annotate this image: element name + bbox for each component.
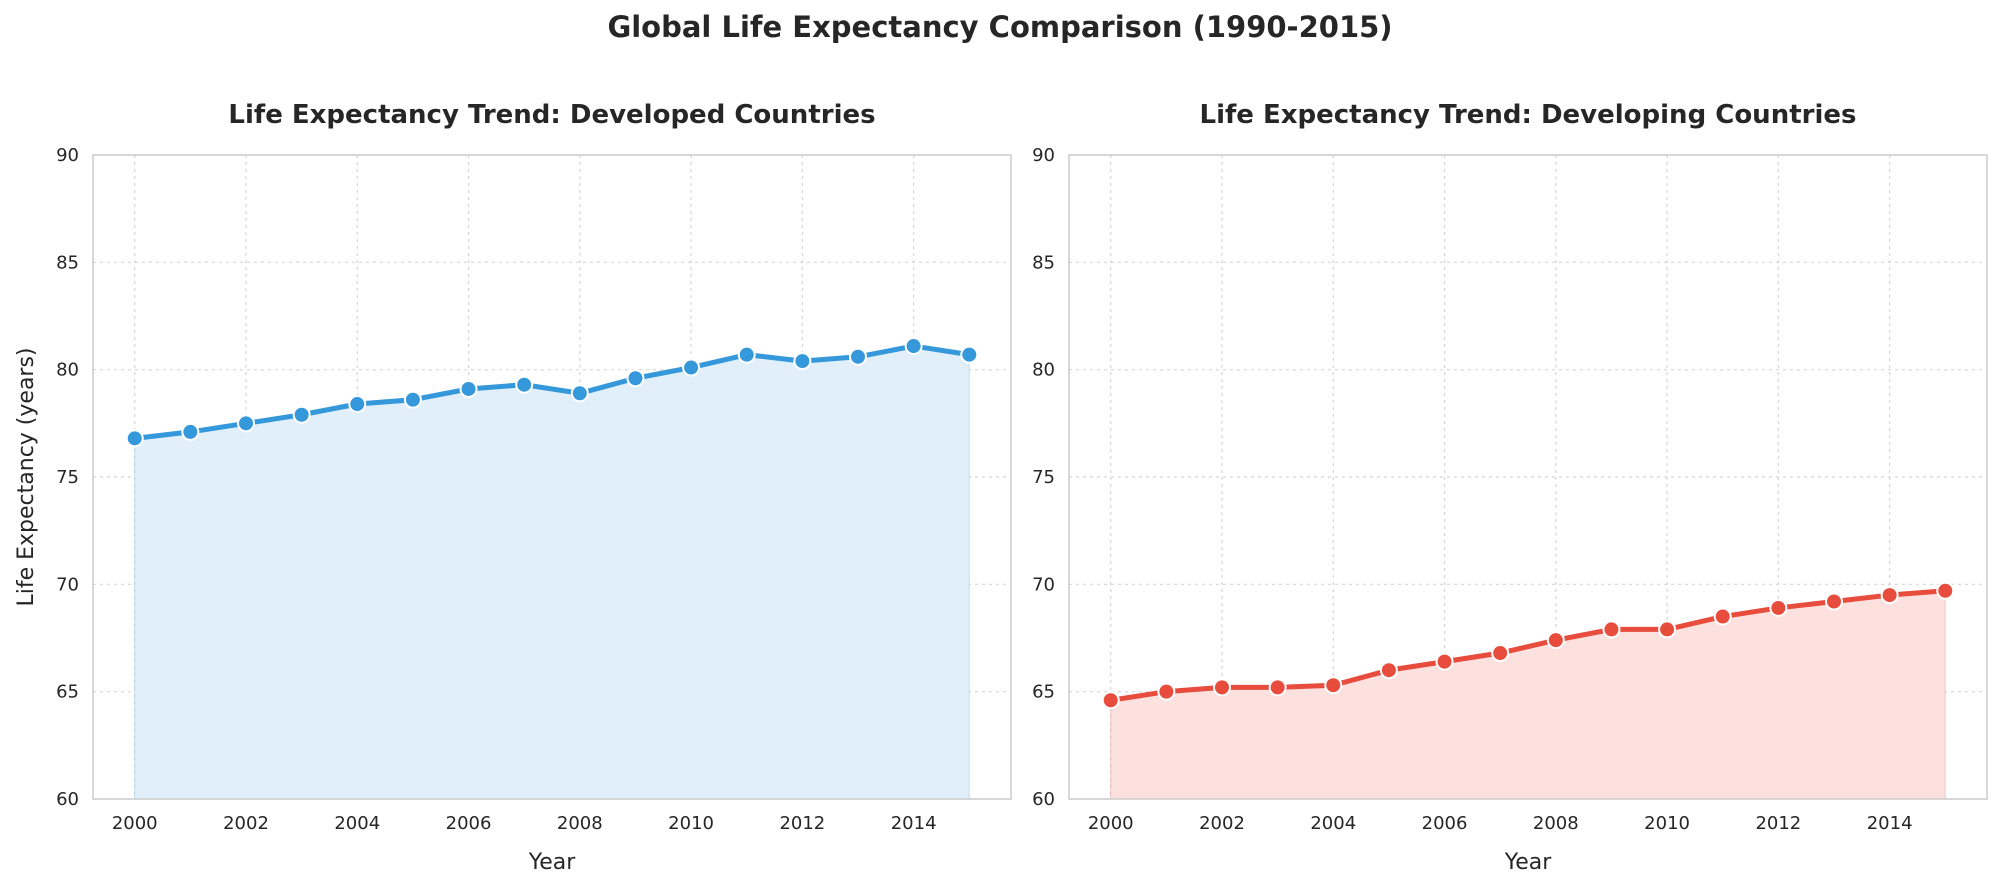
developed-x-tick-label-2000: 2000	[112, 813, 158, 834]
developed-data-point-2002	[237, 414, 255, 433]
developing-data-point-2006	[1435, 652, 1454, 671]
developed-x-tick-label-2014: 2014	[891, 813, 937, 834]
developing-x-tick-label-2014: 2014	[1867, 813, 1913, 834]
developed-x-tick-label-2010: 2010	[668, 813, 714, 834]
developing-y-tick-label-80: 80	[1032, 360, 1055, 381]
developed-area-fill	[134, 345, 970, 800]
developing-x-tick-label-2008: 2008	[1533, 813, 1579, 834]
developing-x-tick-label-2006: 2006	[1422, 813, 1468, 834]
developed-data-point-2003	[292, 405, 311, 424]
developed-y-tick-label-60: 60	[56, 789, 79, 810]
developed-series-line	[132, 343, 972, 441]
developed-data-point-2007	[515, 375, 534, 394]
developing-data-point-2004	[1324, 676, 1343, 695]
developing-y-tick-label-85: 85	[1032, 252, 1055, 273]
developing-data-point-2005	[1379, 661, 1398, 680]
panel-developing-countries: 2000 2002 2004 2006 2008 2010 2012 2014 60 65 70 75…	[1032, 100, 1988, 875]
developed-data-point-2001	[181, 422, 200, 441]
developing-chart-title: Life Expectancy Trend: Developing Countr…	[1200, 100, 1857, 130]
developed-data-point-2005	[403, 390, 422, 409]
developed-y-tick-label-90: 90	[56, 145, 79, 166]
developed-y-tick-label-65: 65	[56, 682, 79, 703]
developed-plot-frame	[92, 154, 1012, 800]
developing-y-tick-label-75: 75	[1032, 467, 1055, 488]
developing-y-tick-label-70: 70	[1032, 574, 1055, 595]
developed-data-point-2012	[793, 352, 812, 371]
developed-data-point-2008	[570, 384, 589, 403]
developed-data-point-2006	[459, 379, 478, 398]
developing-data-point-2010	[1658, 620, 1677, 639]
panel-developed-countries: 2000 2002 2004 2006 2008 2010 2012 2014 60 65 70 75…	[14, 100, 1012, 875]
developed-x-tick-label-2012: 2012	[779, 813, 825, 834]
developed-x-axis-label: Year	[528, 850, 577, 875]
developing-data-point-2003	[1268, 678, 1287, 697]
developing-x-tick-label-2012: 2012	[1755, 813, 1801, 834]
developing-data-point-2009	[1602, 620, 1621, 639]
developed-chart-title: Life Expectancy Trend: Developed Countri…	[228, 100, 875, 130]
developed-x-tick-label-2002: 2002	[223, 813, 269, 834]
developing-x-tick-label-2010: 2010	[1644, 813, 1690, 834]
developed-data-point-2004	[348, 395, 367, 414]
developed-y-tick-label-80: 80	[56, 360, 79, 381]
developed-data-point-2014	[904, 337, 923, 356]
developed-x-tick-label-2008: 2008	[557, 813, 603, 834]
developed-data-point-2011	[737, 345, 756, 364]
developing-data-point-2000	[1101, 691, 1120, 710]
developed-data-point-2015	[960, 345, 979, 364]
developing-data-point-2008	[1546, 631, 1565, 650]
developing-data-point-2014	[1880, 586, 1899, 605]
developing-data-point-2001	[1157, 682, 1176, 701]
developing-data-point-2012	[1769, 598, 1788, 617]
developed-y-tick-label-70: 70	[56, 574, 79, 595]
developing-plot-frame	[1068, 154, 1988, 800]
developed-data-point-2010	[682, 358, 701, 377]
developed-data-point-2009	[626, 369, 645, 388]
developing-data-point-2015	[1936, 581, 1955, 600]
developing-data-point-2011	[1713, 607, 1732, 626]
developed-x-tick-label-2004: 2004	[334, 813, 380, 834]
developed-data-point-2000	[125, 429, 144, 448]
developed-data-point-2013	[849, 347, 867, 366]
developing-y-tick-label-65: 65	[1032, 682, 1055, 703]
developing-data-point-2013	[1825, 592, 1843, 611]
developed-y-tick-label-75: 75	[56, 467, 79, 488]
developing-y-tick-label-60: 60	[1032, 789, 1055, 810]
developing-data-point-2007	[1491, 644, 1510, 663]
developed-x-tick-label-2006: 2006	[446, 813, 492, 834]
developing-x-tick-label-2002: 2002	[1199, 813, 1245, 834]
developed-y-tick-label-85: 85	[56, 252, 79, 273]
figure-suptitle: Global Life Expectancy Comparison (1990-…	[607, 10, 1392, 44]
developing-data-point-2002	[1213, 678, 1231, 697]
developed-y-axis-label: Life Expectancy (years)	[14, 347, 39, 606]
developing-series-line	[1108, 588, 1948, 703]
developing-x-tick-label-2004: 2004	[1310, 813, 1356, 834]
developing-x-tick-label-2000: 2000	[1088, 813, 1134, 834]
developing-y-tick-label-90: 90	[1032, 145, 1055, 166]
developing-area-fill	[1110, 590, 1946, 800]
developing-x-axis-label: Year	[1504, 850, 1553, 875]
